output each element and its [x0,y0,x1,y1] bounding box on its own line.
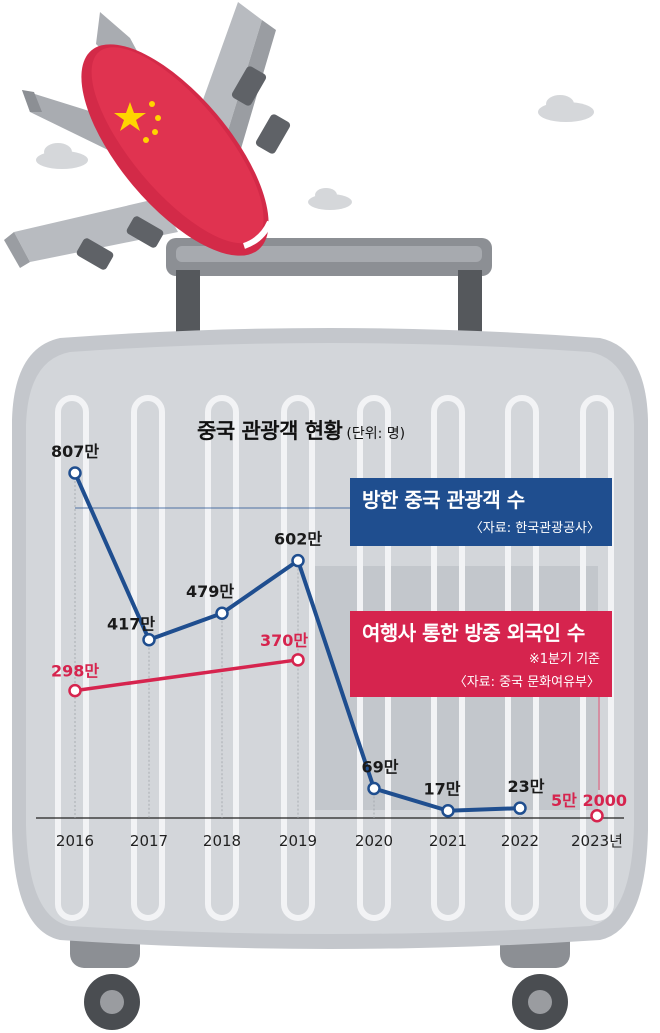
data-label: 298만 [51,662,99,681]
legend-item-visitors-to-korea: 방한 중국 관광객 수 〈자료: 한국관광공사〉 [350,478,612,546]
data-point [291,553,305,568]
chart-title: 중국 관광객 현황 (단위: 명) [197,415,405,445]
data-point [441,803,455,818]
series-line-visitors-to-china [74,658,299,693]
cloud-icon [36,95,594,210]
suitcase-rib [205,395,239,921]
data-label: 479만 [186,582,234,601]
data-label: 370만 [260,631,308,650]
legend-item-visitors-to-china: 여행사 통한 방중 외국인 수 ※1분기 기준 〈자료: 중국 문화여유부〉 [350,611,612,697]
legend-source-blue: 〈자료: 한국관광공사〉 [469,521,600,536]
data-label: 17만 [424,780,461,799]
legend-title-blue: 방한 중국 관광객 수 [362,488,525,512]
legend-source-red: 〈자료: 중국 문화여유부〉 [453,675,600,690]
data-point [291,653,305,667]
airplane-icon [4,2,291,270]
x-tick-label: 2016 [56,832,94,850]
x-tick-label: 2023년 [571,832,623,850]
data-point [68,466,82,480]
suitcase-rib [281,395,315,921]
suitcase-handle [166,238,492,340]
data-label: 69만 [362,758,399,777]
x-tick-label: 2019 [279,832,317,850]
unit-note: (단위: 명) [346,426,406,442]
data-point [215,606,229,620]
plot-area: 2016 2017 2018 2019 2020 2021 2022 2023년 807만 41… [36,442,627,850]
x-tick-label: 2020 [355,832,393,850]
x-tick-label: 2022 [501,832,539,850]
data-label: 23만 [508,777,545,796]
data-point [68,683,82,698]
data-point [142,632,156,647]
data-label: 602만 [274,530,322,549]
data-label: 5만 2000 [551,791,627,810]
legend-note-red: ※1분기 기준 [528,652,600,667]
x-tick-label: 2017 [130,832,168,850]
data-point [367,781,381,796]
data-label: 417만 [107,615,155,634]
data-point [590,809,604,823]
x-tick-label: 2021 [429,832,467,850]
chart-title-text: 중국 관광객 현황 [197,419,343,443]
suitcase-rib [55,395,89,921]
data-label: 807만 [51,442,99,461]
data-point [513,801,527,815]
x-tick-label: 2018 [203,832,241,850]
suitcase-rib [131,395,165,921]
legend-title-red: 여행사 통한 방중 외국인 수 [362,621,585,645]
